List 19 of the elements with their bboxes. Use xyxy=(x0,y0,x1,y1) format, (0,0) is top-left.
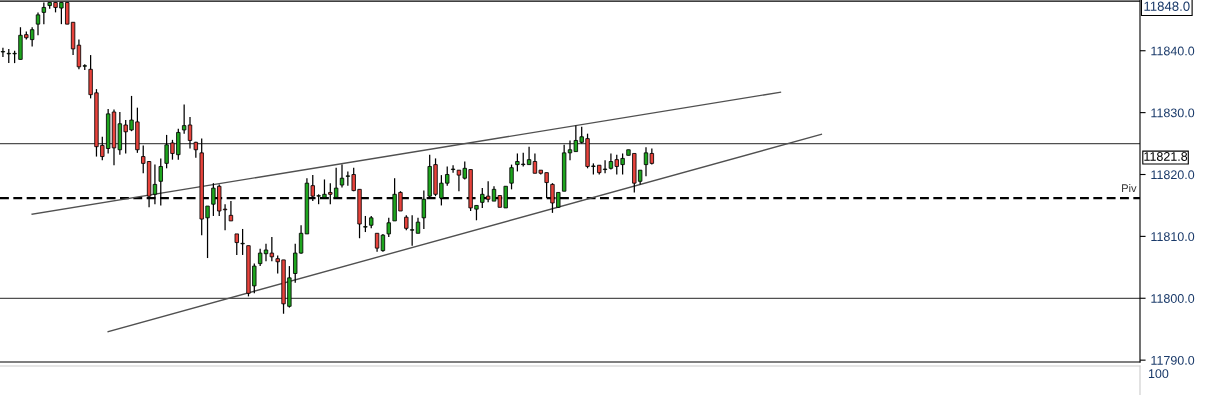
candlestick xyxy=(339,163,345,189)
y-tick-label: 11810.0 xyxy=(1151,232,1195,242)
candlestick xyxy=(240,228,245,256)
candlestick xyxy=(228,200,234,222)
candlestick xyxy=(450,164,456,174)
candlestick xyxy=(509,163,514,190)
text: 100 xyxy=(1148,369,1169,379)
y-tick-label: 11820.0 xyxy=(1151,170,1195,180)
y-tick-label: 11800.0 xyxy=(1151,294,1195,303)
candlestick xyxy=(234,233,239,256)
ref-line-label: Piv xyxy=(1122,183,1137,192)
text: 11821.8 xyxy=(1144,152,1188,161)
candlestick xyxy=(374,232,380,253)
y-tick-label: 11790.0 xyxy=(1151,355,1195,365)
candlestick xyxy=(35,11,41,36)
y-tick-label: 11830.0 xyxy=(1151,108,1195,118)
ref-line-label: 11848.0 xyxy=(1144,1,1190,11)
y-tick-label: 11840.0 xyxy=(1151,46,1195,56)
candlestick xyxy=(0,47,6,58)
